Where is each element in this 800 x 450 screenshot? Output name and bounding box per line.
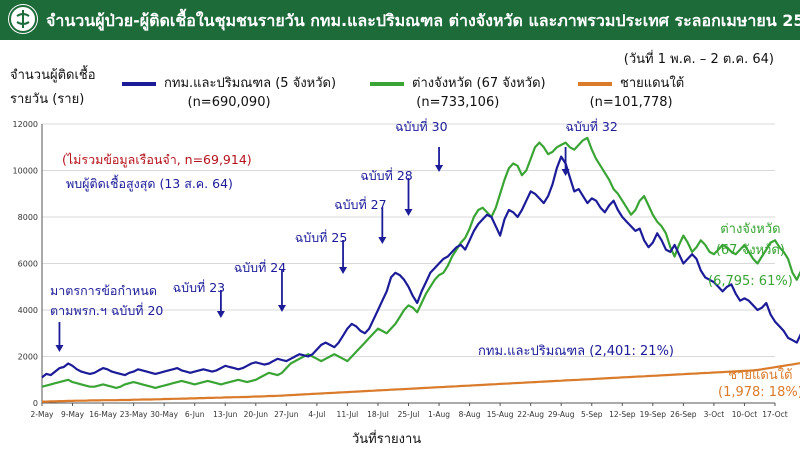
- x-tick-label: 13-Jun: [213, 410, 238, 419]
- end-label-bkk: กทม.และปริมณฑล (2,401: 21%): [478, 344, 674, 359]
- end-label-province-line-3: (6,795: 61%): [708, 274, 793, 289]
- legend-bkk: กทม.และปริมณฑล (5 จังหวัด) (n=690,090): [122, 72, 336, 110]
- annotation-label-7: ฉบับที่ 32: [565, 118, 618, 134]
- legend-province-total: (n=733,106): [416, 95, 500, 110]
- x-tick-label: 18-Jul: [367, 410, 389, 419]
- annotation-arrowhead-6: [435, 165, 444, 172]
- page-title: จำนวนผู้ป่วย-ผู้ติดเชื้อในชุมชนรายวัน กท…: [46, 11, 800, 30]
- series-line-0: [41, 155, 800, 379]
- annotation-label-2: ฉบับที่ 24: [234, 259, 287, 275]
- annotation-label-0: มาตรการข้อกำหนด: [50, 283, 157, 298]
- annotation-arrowhead-3: [339, 267, 348, 274]
- y-axis-label: จำนวนผู้ติดเชื้อ รายวัน (ราย): [10, 64, 96, 112]
- annotation-label-5: ฉบับที่ 28: [360, 167, 413, 183]
- ministry-logo-icon: [8, 4, 38, 34]
- x-tick-label: 23-May: [120, 410, 148, 419]
- x-tick-label: 29-Aug: [548, 410, 575, 419]
- x-tick-label: 17-Oct: [762, 410, 787, 419]
- annotation-label-6: ฉบับที่ 30: [395, 118, 448, 134]
- x-tick-label: 26-Sep: [670, 410, 697, 419]
- x-tick-label: 9-May: [61, 410, 85, 419]
- series-line-2: [42, 362, 800, 403]
- x-tick-label: 4-Jul: [308, 410, 325, 419]
- x-tick-label: 5-Sep: [581, 410, 603, 419]
- legend-bkk-total: (n=690,090): [187, 95, 271, 110]
- x-tick-label: 10-Oct: [732, 410, 757, 419]
- x-tick-label: 8-Aug: [459, 410, 481, 419]
- legend-south-total: (n=101,778): [589, 95, 673, 110]
- y-axis-label-line-2: รายวัน (ราย): [10, 92, 85, 107]
- x-tick-label: 19-Sep: [640, 410, 667, 419]
- x-tick-label: 1-Aug: [428, 410, 450, 419]
- y-tick-label: 10000: [13, 167, 38, 176]
- legend-province-name: ต่างจังหวัด (67 จังหวัด): [412, 76, 546, 91]
- series-line-1: [41, 136, 800, 389]
- header-bar: จำนวนผู้ป่วย-ผู้ติดเชื้อในชุมชนรายวัน กท…: [0, 0, 800, 40]
- legend-province: ต่างจังหวัด (67 จังหวัด) (n=733,106): [370, 72, 546, 110]
- legend-south-name: ชายแดนใต้: [620, 76, 685, 91]
- annotation-arrowhead-2: [277, 305, 286, 312]
- end-label-province-line-2: (67 จังหวัด): [715, 243, 785, 258]
- annotation-arrowhead-4: [378, 237, 387, 244]
- annotation-arrowhead-0: [55, 345, 64, 352]
- annotation-label-3: ฉบับที่ 25: [295, 229, 348, 245]
- x-tick-label: 16-May: [89, 410, 117, 419]
- date-range: (วันที่ 1 พ.ค. – 2 ต.ค. 64): [623, 52, 774, 67]
- annotation-arrowhead-7: [561, 169, 570, 176]
- x-tick-label: 6-Jun: [185, 410, 205, 419]
- end-label-province-line-1: ต่างจังหวัด: [720, 222, 781, 237]
- end-label-province: ต่างจังหวัด (67 จังหวัด) (6,795: 61%): [708, 218, 793, 289]
- x-tick-label: 20-Jun: [244, 410, 269, 419]
- x-tick-label: 12-Sep: [609, 410, 636, 419]
- legend-bkk-swatch: [122, 81, 156, 86]
- x-tick-label: 2-May: [31, 410, 55, 419]
- y-tick-label: 4000: [18, 306, 38, 315]
- legend-south: ชายแดนใต้ (n=101,778): [578, 72, 684, 110]
- x-tick-label: 27-Jun: [274, 410, 299, 419]
- y-tick-label: 12000: [13, 120, 38, 129]
- x-tick-label: 30-May: [150, 410, 178, 419]
- annotation-label-1: ฉบับที่ 23: [173, 279, 226, 295]
- y-axis-label-line-1: จำนวนผู้ติดเชื้อ: [10, 68, 96, 83]
- x-tick-label: 15-Aug: [487, 410, 514, 419]
- y-tick-label: 8000: [18, 213, 38, 222]
- annotation-arrowhead-1: [216, 311, 225, 318]
- x-axis-title: วันที่รายงาน: [352, 432, 422, 447]
- note-peak: พบผู้ติดเชื้อสูงสุด (13 ส.ค. 64): [66, 176, 233, 191]
- x-tick-label: 3-Oct: [704, 410, 725, 419]
- end-label-south-line-2: (1,978: 18%): [718, 385, 800, 400]
- annotation-label-4: ฉบับที่ 27: [334, 196, 387, 212]
- legend-bkk-name: กทม.และปริมณฑล (5 จังหวัด): [164, 76, 337, 91]
- x-tick-label: 22-Aug: [517, 410, 544, 419]
- note-excluded: (ไม่รวมข้อมูลเรือนจำ, n=69,914): [62, 152, 252, 167]
- x-tick-label: 25-Jul: [398, 410, 420, 419]
- legend-south-swatch: [578, 81, 612, 86]
- y-tick-label: 2000: [18, 353, 38, 362]
- end-label-south: ชายแดนใต้ (1,978: 18%): [718, 364, 800, 400]
- y-tick-label: 6000: [18, 260, 38, 269]
- annotation-arrowhead-5: [404, 209, 413, 216]
- end-label-south-line-1: ชายแดนใต้: [728, 368, 793, 383]
- y-tick-label: 0: [33, 399, 38, 408]
- legend-province-swatch: [370, 81, 404, 86]
- x-tick-label: 11-Jul: [337, 410, 359, 419]
- annotation-label2-0: ตามพรก.ฯ ฉบับที่ 20: [50, 302, 163, 318]
